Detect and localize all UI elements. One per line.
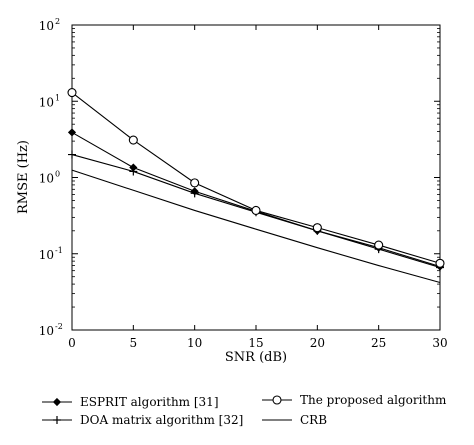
x-tick-label: 5 <box>130 336 138 350</box>
series-layer <box>67 88 445 284</box>
plot-frame <box>71 24 441 331</box>
y-tick-base: 10 <box>39 19 54 33</box>
plus-marker <box>129 167 138 176</box>
circle-marker <box>251 205 261 215</box>
circle-marker <box>435 258 445 268</box>
tick-marks <box>71 24 441 331</box>
plus-marker <box>190 189 199 198</box>
legend-item: The proposed algorithm <box>262 393 447 407</box>
legend-item: DOA matrix algorithm [32] <box>42 413 243 427</box>
x-tick-label: 25 <box>371 336 386 350</box>
y-tick-label: 10 <box>39 172 54 186</box>
circle-marker <box>67 88 77 98</box>
circle-marker <box>374 240 384 250</box>
plus-marker <box>68 150 76 159</box>
y-tick-base: 10 <box>39 172 54 186</box>
circle-marker <box>312 223 322 233</box>
circle-marker <box>272 395 282 405</box>
series-line <box>71 92 441 264</box>
legend-label: DOA matrix algorithm [32] <box>80 413 243 427</box>
x-tick-label: 30 <box>432 336 447 350</box>
x-tick-label: 20 <box>310 336 325 350</box>
y-tick-label: 10 <box>39 248 54 262</box>
x-tick-label: 15 <box>248 336 263 350</box>
series-line <box>71 169 441 284</box>
series-0 <box>67 128 445 271</box>
diamond-marker <box>67 128 77 137</box>
y-tick-base: 10 <box>39 248 54 262</box>
y-tick-label: 10 <box>39 19 54 33</box>
y-axis-title: RMSE (Hz) <box>16 140 31 214</box>
legend-label: CRB <box>300 413 327 427</box>
y-tick-exponent: 2 <box>55 17 60 26</box>
y-tick-exponent: 1 <box>55 93 60 102</box>
legend-item: CRB <box>262 413 327 427</box>
x-axis-title: SNR (dB) <box>225 350 287 365</box>
diamond-marker <box>52 397 62 407</box>
circle-marker <box>128 135 138 145</box>
y-tick-exponent: 0 <box>55 170 60 179</box>
y-tick-base: 10 <box>39 324 54 338</box>
legend-label: The proposed algorithm <box>300 393 447 407</box>
legend-item: ESPRIT algorithm [31] <box>42 395 219 409</box>
y-tick-label: 10 <box>39 95 54 109</box>
y-tick-exponent: -2 <box>55 322 63 331</box>
x-tick-label: 0 <box>68 336 76 350</box>
x-tick-label: 10 <box>187 336 202 350</box>
series-2 <box>67 88 445 268</box>
legend-label: ESPRIT algorithm [31] <box>80 395 219 409</box>
plus-marker <box>53 416 61 424</box>
plot-area <box>71 24 441 331</box>
y-tick-label: 10 <box>39 324 54 338</box>
series-3 <box>71 169 441 284</box>
circle-marker <box>190 178 200 188</box>
legend: ESPRIT algorithm [31] DOA matrix algorith… <box>42 393 447 427</box>
y-tick-base: 10 <box>39 95 54 109</box>
x-tick-labels: 0 5 10 15 20 25 30 <box>68 336 447 350</box>
y-tick-exponent: -1 <box>55 246 63 255</box>
